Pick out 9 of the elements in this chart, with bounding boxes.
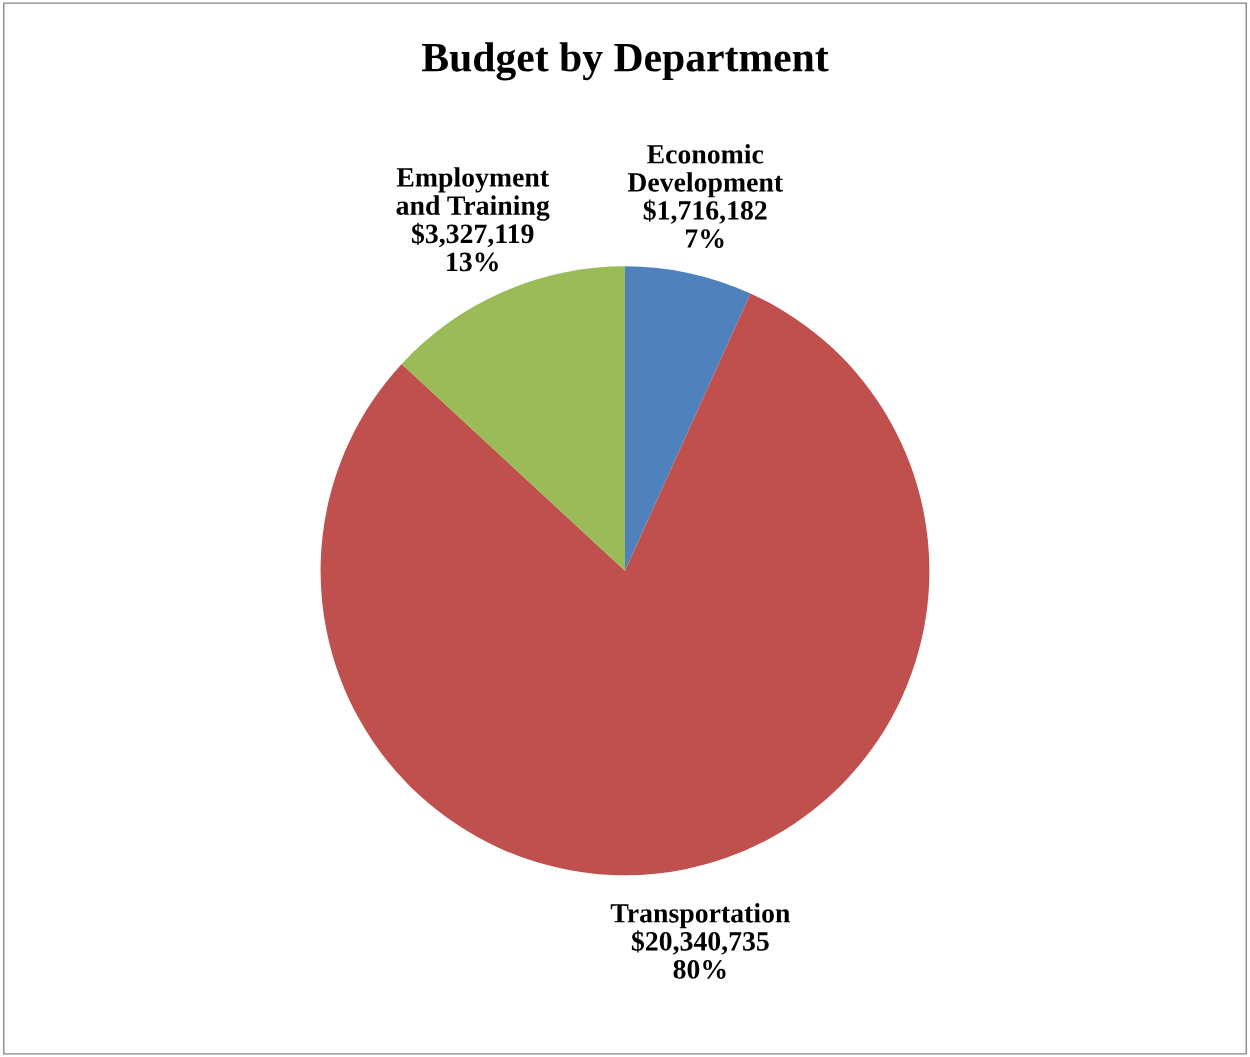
slice-label: Transportation <box>610 903 790 929</box>
data-label: $3,327,119 13% <box>411 222 534 272</box>
pie-slice <box>625 266 751 571</box>
slice-label: Employment and Training <box>396 167 550 221</box>
slice-label: Economic Development <box>627 144 784 198</box>
pie-slice <box>320 293 930 876</box>
data-label: $1,716,182 7% <box>643 199 767 248</box>
chart-title: Budget by Department <box>422 42 829 81</box>
data-label: $20,340,735 80% <box>631 930 769 979</box>
